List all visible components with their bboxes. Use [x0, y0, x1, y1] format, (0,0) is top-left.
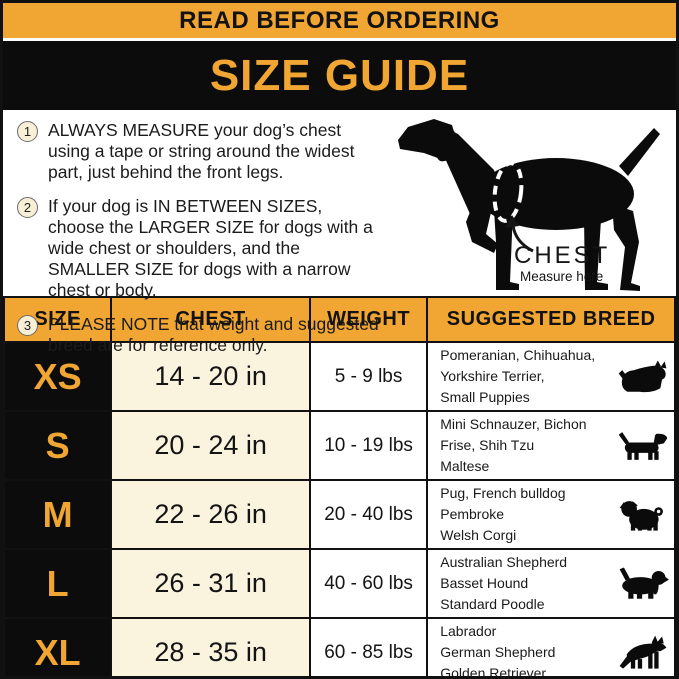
chest-cell: 14 - 20 in [110, 341, 311, 412]
size-cell: XL [3, 617, 113, 676]
instructions-list: 1 ALWAYS MEASURE your dog’s chest using … [17, 120, 383, 369]
size-cell: S [3, 410, 113, 481]
table-row-s: S 20 - 24 in 10 - 19 lbs Mini Schnauzer,… [3, 410, 676, 481]
chest-measure-ellipse [492, 161, 524, 223]
weight-cell: 20 - 40 lbs [308, 479, 429, 550]
breed-list: Labrador German Shepherd Golden Retrieve… [440, 623, 556, 679]
breed-list: Pug, French bulldog Pembroke Welsh Corgi [440, 485, 566, 543]
breed-cell: Pug, French bulldog Pembroke Welsh Corgi [426, 479, 676, 550]
weight-cell: 40 - 60 lbs [308, 548, 429, 619]
read-before-ordering-banner: READ BEFORE ORDERING [3, 3, 676, 38]
chest-cell: 20 - 24 in [110, 410, 311, 481]
instruction-item-1: 1 ALWAYS MEASURE your dog’s chest using … [17, 120, 383, 183]
chest-cell: 28 - 35 in [110, 617, 311, 676]
table-row-m: M 22 - 26 in 20 - 40 lbs Pu [3, 479, 676, 550]
pug-icon [619, 500, 663, 531]
breed-cell: Labrador German Shepherd Golden Retrieve… [426, 617, 676, 679]
instruction-text: ALWAYS MEASURE your dog’s chest using a … [48, 120, 355, 182]
measure-here-label: Measure here [520, 269, 604, 284]
table-row-l: L 26 - 31 in 40 - 60 lbs Australian Shep… [3, 548, 676, 619]
breed-cell: Pomeranian, Chihuahua, Yorkshire Terrier… [426, 341, 676, 412]
weight-cell: 10 - 19 lbs [308, 410, 429, 481]
dog-measurement-illustration: CHEST Measure here [386, 112, 671, 294]
size-cell: M [3, 479, 113, 550]
size-guide-banner: SIZE GUIDE [3, 41, 676, 110]
breed-list: Australian Shepherd Basset Hound Standar… [440, 554, 568, 612]
intro-section: 1 ALWAYS MEASURE your dog’s chest using … [3, 110, 676, 355]
weight-cell: 60 - 85 lbs [308, 617, 429, 676]
size-guide-table: SIZE CHEST WEIGHT SUGGESTED BREED XS 14 … [3, 296, 676, 679]
chest-label: CHEST [514, 242, 611, 269]
breed-list: Mini Schnauzer, Bichon Frise, Shih Tzu M… [440, 416, 587, 474]
table-header-row: SIZE CHEST WEIGHT SUGGESTED BREED [3, 296, 676, 343]
instruction-item-2: 2 If your dog is IN BETWEEN SIZES, choos… [17, 196, 383, 301]
instruction-number-badge: 3 [17, 315, 38, 336]
size-cell: L [3, 548, 113, 619]
size-cell: XS [3, 341, 113, 412]
instruction-text: If your dog is IN BETWEEN SIZES, choose … [48, 196, 373, 300]
instruction-text: PLEASE NOTE that weight and suggested br… [48, 314, 379, 355]
chest-arrow-icon [511, 224, 534, 253]
breed-cell: Mini Schnauzer, Bichon Frise, Shih Tzu M… [426, 410, 676, 481]
chest-cell: 26 - 31 in [110, 548, 311, 619]
yorkshire-terrier-icon [618, 360, 667, 392]
read-before-ordering-text: READ BEFORE ORDERING [179, 6, 500, 34]
header-chest: CHEST [110, 296, 311, 343]
dog-silhouette-icon [398, 119, 660, 291]
size-guide-title: SIZE GUIDE [209, 50, 470, 100]
instruction-item-3: 3 PLEASE NOTE that weight and suggested … [17, 314, 383, 356]
table-row-xl: XL 28 - 35 in 60 - 85 lbs Labrador Germa… [3, 617, 676, 679]
table-row-xs: XS 14 - 20 in 5 - 9 lbs Pomeranian, Chih… [3, 341, 676, 412]
basset-hound-icon [619, 567, 669, 599]
header-weight: WEIGHT [308, 296, 429, 343]
banner-divider [3, 38, 676, 41]
dachshund-icon [618, 431, 668, 460]
chest-cell: 22 - 26 in [110, 479, 311, 550]
instruction-number-badge: 2 [17, 197, 38, 218]
weight-cell: 5 - 9 lbs [308, 341, 429, 412]
header-suggested-breed: SUGGESTED BREED [426, 296, 676, 343]
instruction-number-badge: 1 [17, 121, 38, 142]
breed-cell: Australian Shepherd Basset Hound Standar… [426, 548, 676, 619]
german-shepherd-icon [619, 635, 667, 669]
breed-list: Pomeranian, Chihuahua, Yorkshire Terrier… [440, 347, 596, 405]
